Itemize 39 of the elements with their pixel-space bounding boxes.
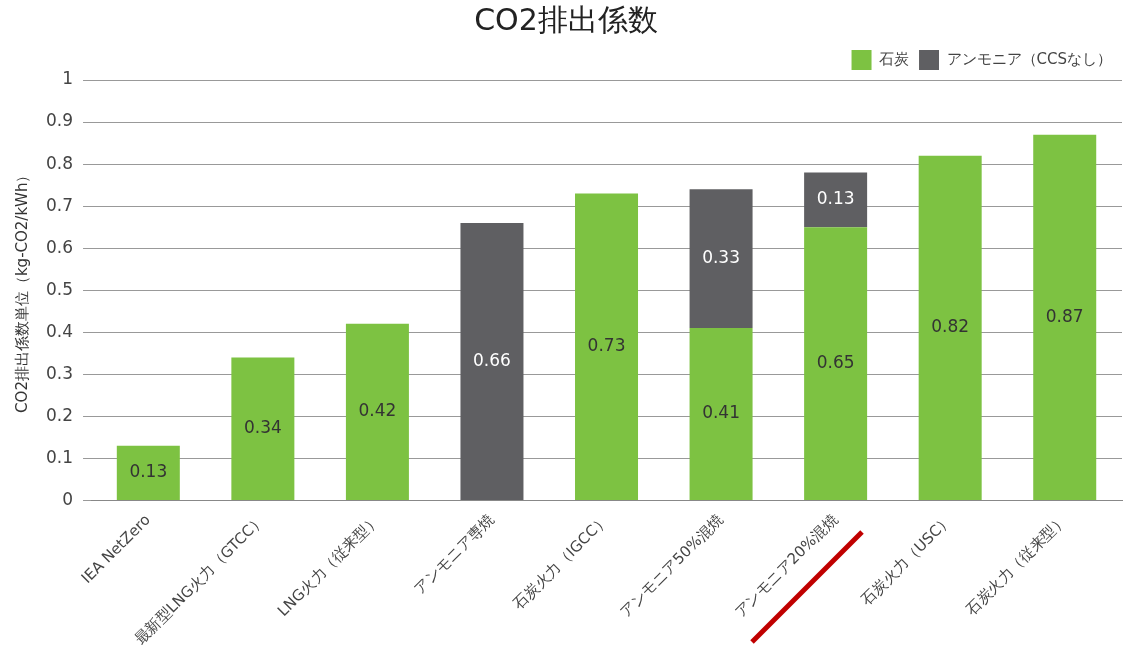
y-tick-label: 0.5 [45,278,74,299]
y-axis-title: CO2排出係数単位（kg-CO2/kWh） [12,167,31,413]
bar [460,222,524,500]
y-tick-label: 0.4 [45,320,74,341]
bar [116,445,180,500]
x-tick-label: アンモニア専焼 [410,510,498,598]
data-label: 0.42 [358,400,397,421]
data-label: 0.82 [931,316,970,337]
y-tick-label: 0.3 [45,362,74,383]
bar [804,172,868,228]
bar [918,155,982,500]
data-label: 0.87 [1045,305,1084,326]
y-tick-label: 0.2 [45,404,74,425]
data-label: 0.41 [702,402,740,423]
data-label: 0.13 [816,188,855,209]
data-label: 0.33 [702,247,740,268]
bar [1033,134,1097,500]
data-label: 0.73 [587,335,626,356]
bar [231,357,295,500]
bar [575,193,639,500]
y-tick-label: 1 [62,68,74,89]
data-label: 0.66 [473,349,511,370]
legend-label: 石炭 [879,49,910,68]
y-tick-label: 0 [62,488,74,509]
y-tick-label: 0.9 [45,110,74,131]
y-tick-label: 0.8 [45,152,74,173]
bar [345,323,409,500]
y-tick-label: 0.1 [45,446,74,467]
legend-label: アンモニア（CCSなし） [946,49,1112,68]
bar [804,227,868,500]
bar [689,189,753,329]
y-tick-label: 0.6 [45,236,74,257]
chart-title: CO2排出係数 [474,1,658,37]
bar [689,328,753,500]
data-label: 0.34 [243,417,282,438]
y-tick-label: 0.7 [45,194,74,215]
x-tick-label: 石炭火力（従来型） [962,510,1071,619]
data-label: 0.13 [129,461,168,482]
data-label: 0.65 [816,351,855,372]
